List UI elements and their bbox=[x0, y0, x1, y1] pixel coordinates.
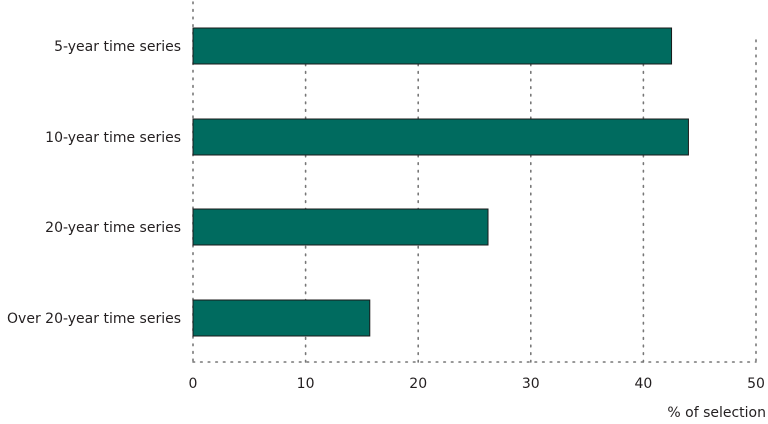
x-axis-title: % of selection bbox=[667, 405, 766, 421]
category-label-3: 20-year time series bbox=[45, 220, 181, 236]
category-label-2: 10-year time series bbox=[45, 130, 181, 146]
x-tick-label-50: 50 bbox=[747, 376, 765, 392]
bar-4 bbox=[192, 299, 371, 337]
x-tick-label-40: 40 bbox=[634, 376, 652, 392]
x-tick-label-10: 10 bbox=[297, 376, 315, 392]
bars bbox=[192, 27, 689, 337]
bar-1 bbox=[192, 27, 673, 65]
bar-3 bbox=[192, 208, 489, 246]
x-tick-label-30: 30 bbox=[522, 376, 540, 392]
x-tick-label-0: 0 bbox=[189, 376, 198, 392]
category-labels: 5-year time series 10-year time series 20-… bbox=[7, 39, 181, 327]
category-label-1: 5-year time series bbox=[54, 39, 181, 55]
bar-2 bbox=[192, 118, 689, 156]
x-tick-labels: 0 10 20 30 40 50 bbox=[189, 376, 765, 392]
x-tick-label-20: 20 bbox=[409, 376, 427, 392]
category-label-4: Over 20-year time series bbox=[7, 311, 181, 327]
